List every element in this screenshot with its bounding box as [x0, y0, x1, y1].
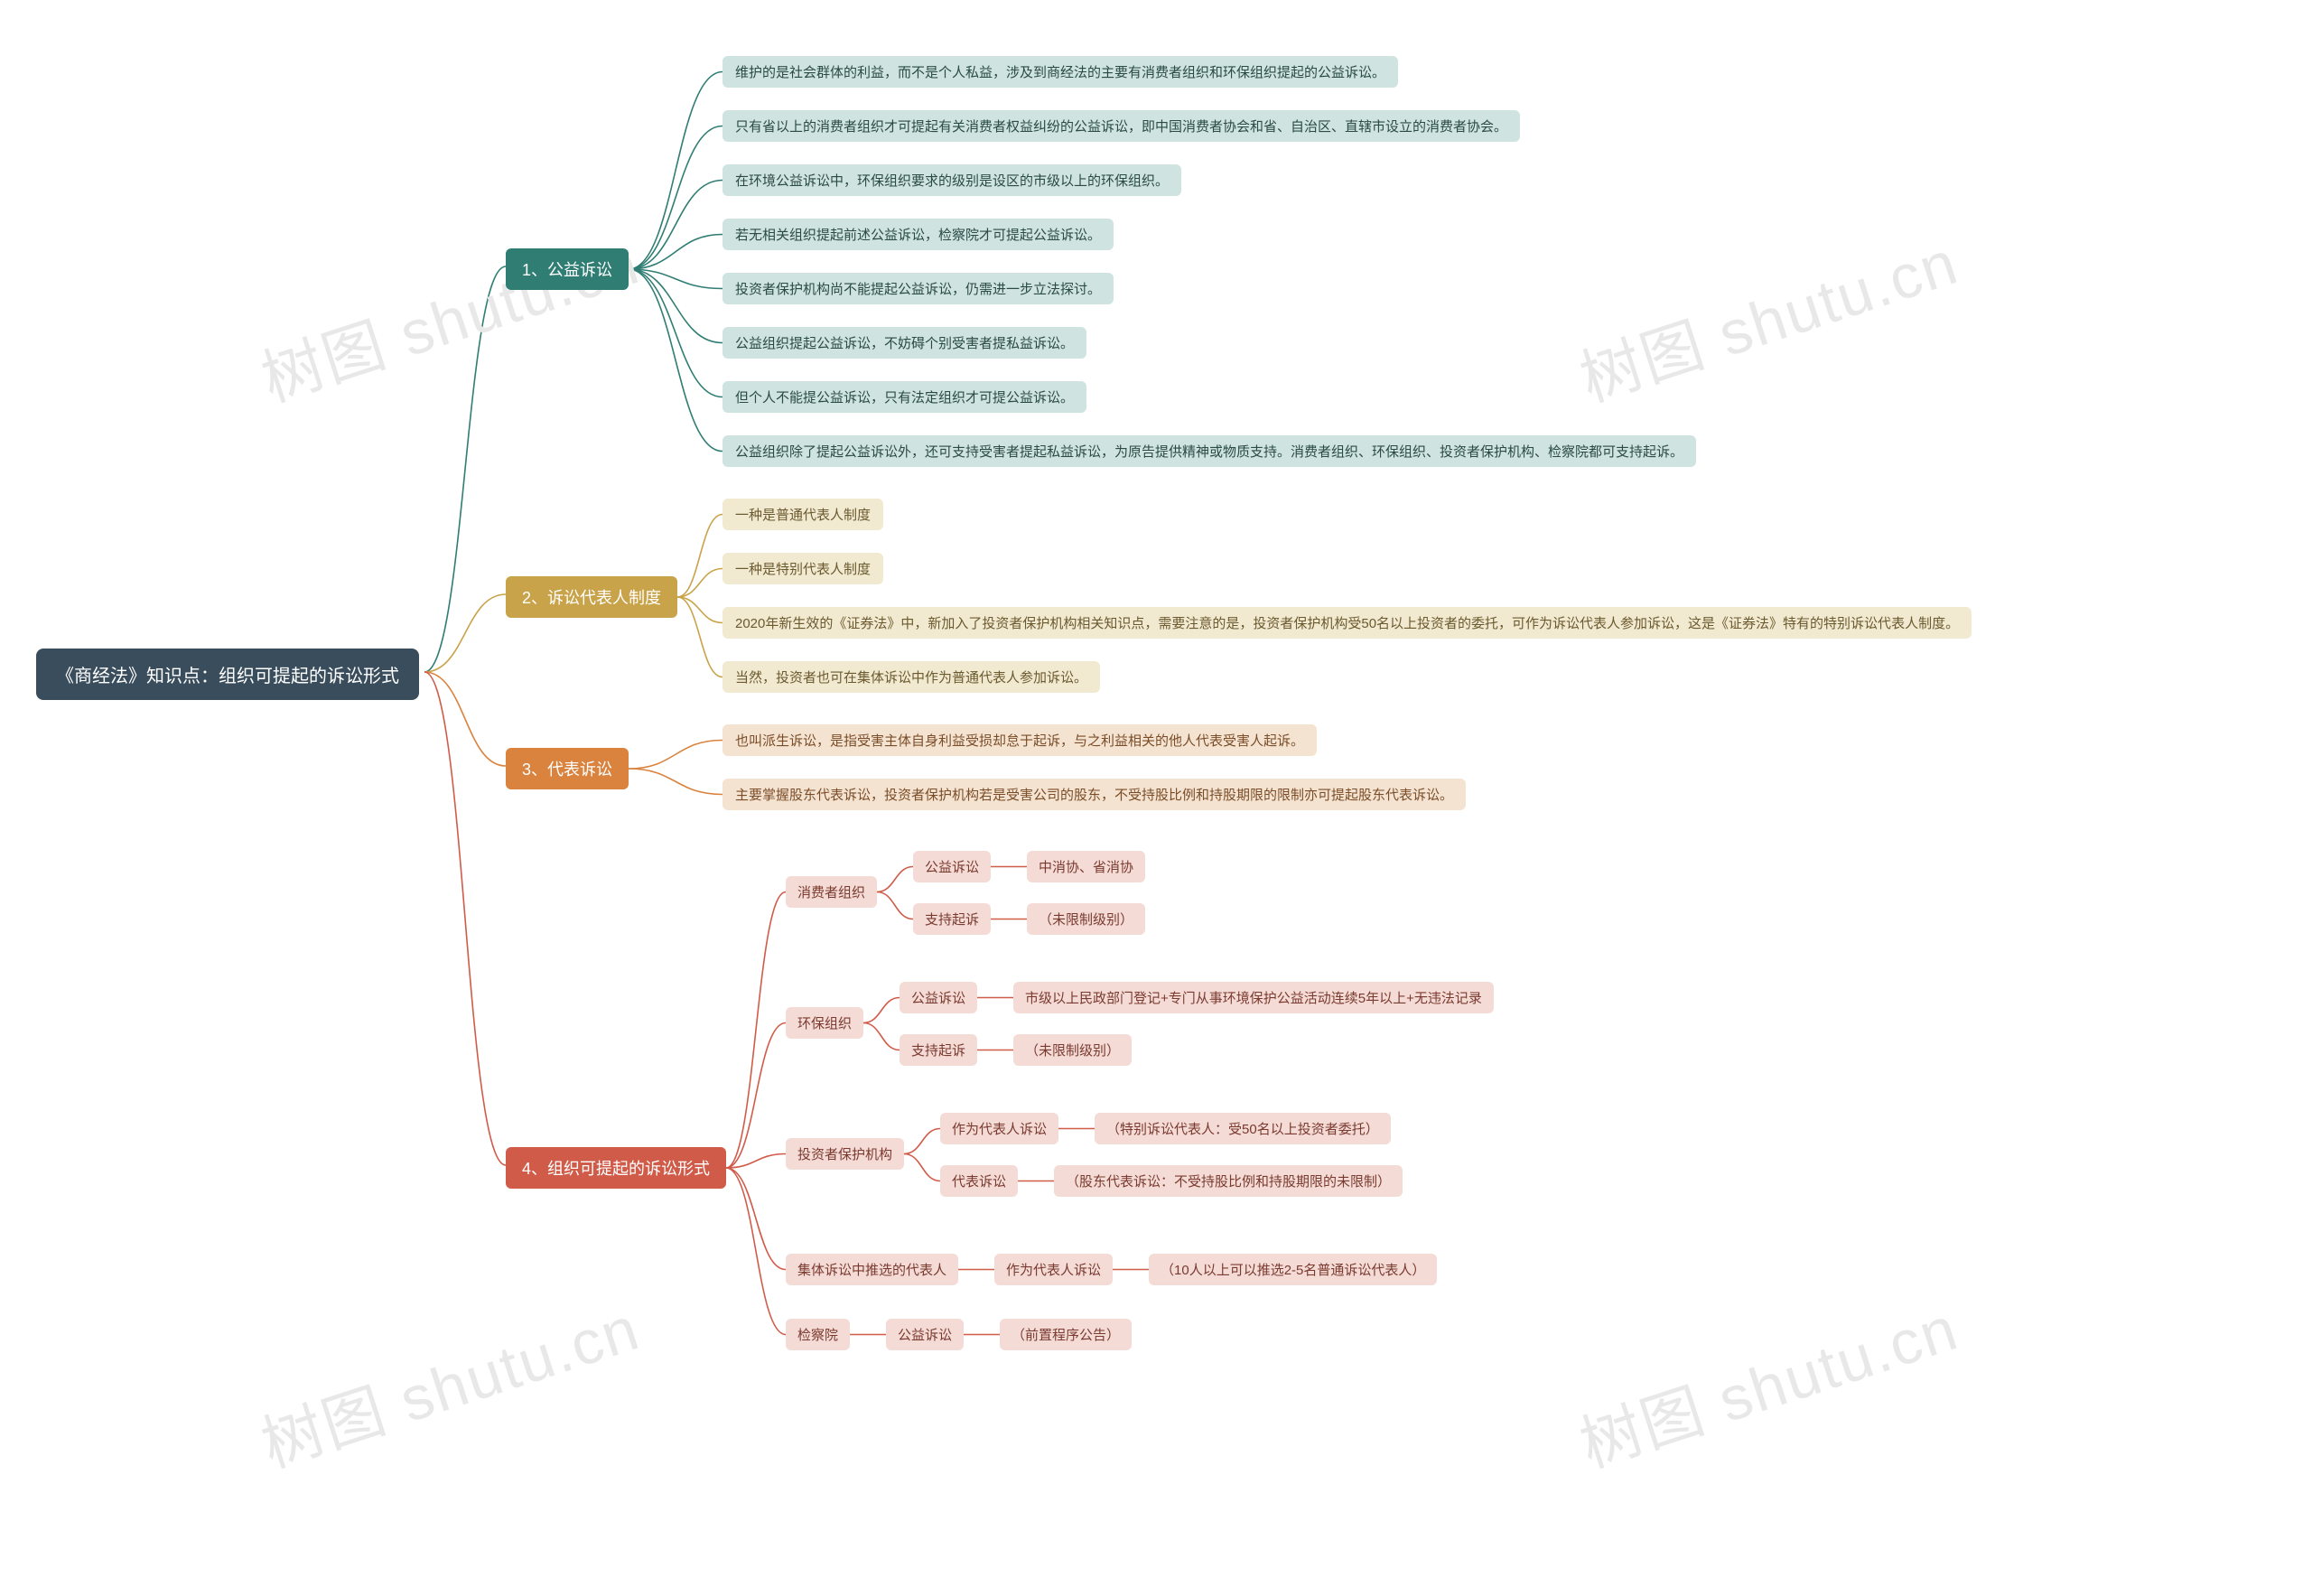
leaf-node: 投资者保护机构尚不能提起公益诉讼，仍需进一步立法探讨。: [722, 273, 1114, 304]
branch-node: 2、诉讼代表人制度: [506, 576, 677, 618]
watermark: 树图 shutu.cn: [248, 212, 648, 418]
watermark: 树图 shutu.cn: [1567, 212, 1967, 418]
leaf-node: 主要掌握股东代表诉讼，投资者保护机构若是受害公司的股东，不受持股比例和持股期限的…: [722, 779, 1466, 810]
leaf-node: 一种是特别代表人制度: [722, 553, 883, 584]
leaf-node: 一种是普通代表人制度: [722, 499, 883, 530]
branch-node: 4、组织可提起的诉讼形式: [506, 1147, 726, 1189]
leaf-node: 维护的是社会群体的利益，而不是个人私益，涉及到商经法的主要有消费者组织和环保组织…: [722, 56, 1398, 88]
group-node: 检察院: [786, 1319, 850, 1350]
item-node: 支持起诉: [913, 903, 991, 935]
after-node: （股东代表诉讼：不受持股比例和持股期限的未限制）: [1054, 1165, 1403, 1197]
root-node: 《商经法》知识点：组织可提起的诉讼形式: [36, 649, 419, 700]
leaf-node: 若无相关组织提起前述公益诉讼，检察院才可提起公益诉讼。: [722, 219, 1114, 250]
branch-node: 3、代表诉讼: [506, 748, 629, 789]
watermark: 树图 shutu.cn: [248, 1278, 648, 1484]
item-node: 代表诉讼: [940, 1165, 1018, 1197]
branch-node: 1、公益诉讼: [506, 248, 629, 290]
watermark: 树图 shutu.cn: [1567, 1278, 1967, 1484]
item-node: 公益诉讼: [913, 851, 991, 882]
item-node: 作为代表人诉讼: [940, 1113, 1058, 1144]
item-node: 作为代表人诉讼: [994, 1254, 1113, 1285]
after-node: （前置程序公告）: [1000, 1319, 1132, 1350]
leaf-node: 公益组织除了提起公益诉讼外，还可支持受害者提起私益诉讼，为原告提供精神或物质支持…: [722, 435, 1696, 467]
item-node: 支持起诉: [900, 1034, 977, 1066]
after-node: （未限制级别）: [1027, 903, 1145, 935]
leaf-node: 公益组织提起公益诉讼，不妨碍个别受害者提私益诉讼。: [722, 327, 1086, 359]
after-node: 市级以上民政部门登记+专门从事环境保护公益活动连续5年以上+无违法记录: [1013, 982, 1494, 1013]
leaf-node: 也叫派生诉讼，是指受害主体自身利益受损却怠于起诉，与之利益相关的他人代表受害人起…: [722, 724, 1317, 756]
group-node: 环保组织: [786, 1007, 863, 1039]
after-node: 中消协、省消协: [1027, 851, 1145, 882]
after-node: （特别诉讼代表人：受50名以上投资者委托）: [1095, 1113, 1391, 1144]
group-node: 投资者保护机构: [786, 1138, 904, 1170]
group-node: 消费者组织: [786, 876, 877, 908]
item-node: 公益诉讼: [886, 1319, 964, 1350]
after-node: （10人以上可以推选2-5名普通诉讼代表人）: [1149, 1254, 1437, 1285]
mindmap-container: 《商经法》知识点：组织可提起的诉讼形式 1、公益诉讼维护的是社会群体的利益，而不…: [0, 0, 2312, 72]
item-node: 公益诉讼: [900, 982, 977, 1013]
group-node: 集体诉讼中推选的代表人: [786, 1254, 958, 1285]
root-label: 《商经法》知识点：组织可提起的诉讼形式: [56, 667, 399, 686]
leaf-node: 但个人不能提公益诉讼，只有法定组织才可提公益诉讼。: [722, 381, 1086, 413]
leaf-node: 在环境公益诉讼中，环保组织要求的级别是设区的市级以上的环保组织。: [722, 164, 1181, 196]
leaf-node: 当然，投资者也可在集体诉讼中作为普通代表人参加诉讼。: [722, 661, 1100, 693]
leaf-node: 只有省以上的消费者组织才可提起有关消费者权益纠纷的公益诉讼，即中国消费者协会和省…: [722, 110, 1520, 142]
leaf-node: 2020年新生效的《证券法》中，新加入了投资者保护机构相关知识点，需要注意的是，…: [722, 607, 1972, 639]
after-node: （未限制级别）: [1013, 1034, 1132, 1066]
